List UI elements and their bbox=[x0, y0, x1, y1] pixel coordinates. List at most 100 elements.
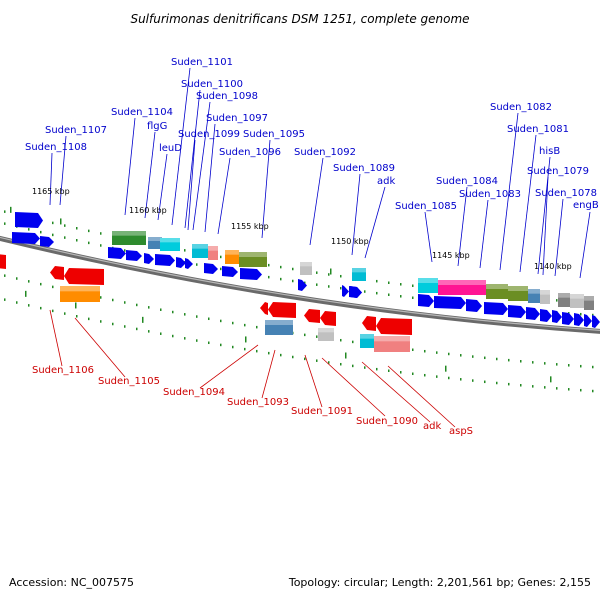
leader-line bbox=[217, 157, 231, 235]
leader-line bbox=[579, 211, 591, 279]
tick-mark bbox=[136, 303, 138, 307]
reverse-gene bbox=[376, 318, 412, 335]
feature-highlight bbox=[584, 296, 594, 301]
tick-mark bbox=[28, 228, 30, 231]
gene-label: Suden_1104 bbox=[111, 107, 173, 118]
map-title: Sulfurimonas denitrificans DSM 1251, com… bbox=[130, 12, 469, 26]
leader-line bbox=[261, 139, 271, 239]
gene-label: Suden_1105 bbox=[98, 376, 160, 387]
feature-highlight bbox=[60, 286, 100, 292]
leader-line bbox=[144, 131, 156, 219]
gene-label: Suden_1081 bbox=[507, 124, 569, 135]
gene-label: Suden_1089 bbox=[333, 163, 395, 174]
forward-gene bbox=[40, 236, 54, 247]
tick-mark bbox=[352, 340, 354, 344]
forward-gene bbox=[15, 212, 43, 228]
tick-mark bbox=[556, 299, 558, 302]
tick-mark bbox=[412, 296, 414, 300]
major-tick bbox=[25, 290, 27, 297]
tick-mark bbox=[208, 341, 210, 345]
leader-line bbox=[171, 67, 191, 226]
tick-mark bbox=[172, 310, 174, 314]
gene-features bbox=[0, 212, 600, 352]
tick-mark bbox=[580, 388, 582, 392]
tick-mark bbox=[592, 365, 594, 369]
gene-label: engB bbox=[573, 200, 599, 211]
accession-text: Accession: NC_007575 bbox=[9, 576, 134, 589]
tick-mark bbox=[328, 285, 330, 288]
leader-line bbox=[261, 349, 276, 399]
gene-label: leuD bbox=[159, 143, 182, 154]
feature-highlight bbox=[239, 252, 267, 257]
tick-mark bbox=[88, 317, 90, 321]
forward-gene bbox=[584, 314, 592, 327]
gene-label: adk bbox=[423, 421, 441, 432]
tick-mark bbox=[388, 281, 390, 284]
tick-mark bbox=[304, 333, 306, 337]
tick-mark bbox=[472, 355, 474, 358]
forward-gene bbox=[484, 302, 508, 315]
forward-gene bbox=[176, 257, 186, 268]
tick-mark bbox=[580, 364, 582, 368]
feature-box bbox=[508, 286, 528, 301]
tick-mark bbox=[100, 232, 102, 235]
leader-line bbox=[457, 186, 468, 267]
forward-gene bbox=[240, 268, 262, 280]
tick-mark bbox=[400, 295, 402, 298]
kbp-label-1165: 1165 kbp bbox=[32, 187, 70, 196]
feature-highlight bbox=[112, 231, 146, 236]
tick-mark bbox=[4, 274, 6, 277]
leader-line bbox=[309, 157, 324, 246]
tick-mark bbox=[4, 298, 6, 301]
tick-mark bbox=[316, 335, 318, 338]
tick-mark bbox=[76, 315, 78, 318]
kbp-label-1150: 1150 kbp bbox=[331, 237, 369, 246]
feature-highlight bbox=[352, 268, 366, 273]
gene-label: Suden_1107 bbox=[45, 125, 107, 136]
feature-highlight bbox=[160, 238, 180, 243]
tick-mark bbox=[508, 382, 510, 386]
tick-mark bbox=[520, 384, 522, 387]
tick-mark bbox=[472, 379, 474, 382]
gene-label: aspS bbox=[449, 426, 473, 437]
tick-mark bbox=[412, 284, 414, 288]
kbp-label-1160: 1160 kbp bbox=[129, 206, 167, 215]
tick-mark bbox=[232, 321, 234, 325]
tick-mark bbox=[340, 286, 342, 290]
tick-mark bbox=[88, 229, 90, 233]
major-tick bbox=[75, 302, 77, 309]
leader-line bbox=[59, 135, 67, 206]
tick-mark bbox=[556, 363, 558, 366]
feature-highlight bbox=[508, 286, 528, 291]
tick-mark bbox=[220, 255, 222, 259]
tick-mark bbox=[28, 280, 30, 283]
kbp-scale: 1165 kbp 1160 kbp 1155 kbp 1150 kbp 1145… bbox=[32, 187, 572, 271]
major-tick bbox=[330, 268, 332, 275]
tick-mark bbox=[328, 361, 330, 364]
tick-mark bbox=[388, 369, 390, 372]
tick-mark bbox=[340, 274, 342, 278]
tick-mark bbox=[376, 367, 378, 371]
forward-gene bbox=[298, 279, 307, 291]
tick-mark bbox=[100, 244, 102, 247]
reverse-gene bbox=[260, 302, 268, 315]
tick-mark bbox=[592, 389, 594, 393]
forward-gene bbox=[108, 247, 126, 259]
tick-mark bbox=[436, 351, 438, 354]
tick-mark bbox=[556, 387, 558, 390]
tick-mark bbox=[364, 290, 366, 293]
feature-highlight bbox=[208, 246, 218, 251]
forward-gene-labels: Suden_1108 Suden_1107 Suden_1104 flgG le… bbox=[25, 57, 599, 212]
leader-lines bbox=[49, 67, 591, 428]
tick-mark bbox=[280, 277, 282, 281]
tick-mark bbox=[592, 313, 594, 317]
tick-mark bbox=[496, 357, 498, 361]
tick-mark bbox=[112, 298, 114, 302]
feature-box bbox=[374, 336, 410, 352]
gene-label: Suden_1100 bbox=[181, 79, 243, 90]
tick-mark bbox=[412, 348, 414, 352]
forward-gene bbox=[508, 305, 526, 318]
tick-mark bbox=[148, 330, 150, 333]
gene-label: Suden_1090 bbox=[356, 416, 418, 427]
